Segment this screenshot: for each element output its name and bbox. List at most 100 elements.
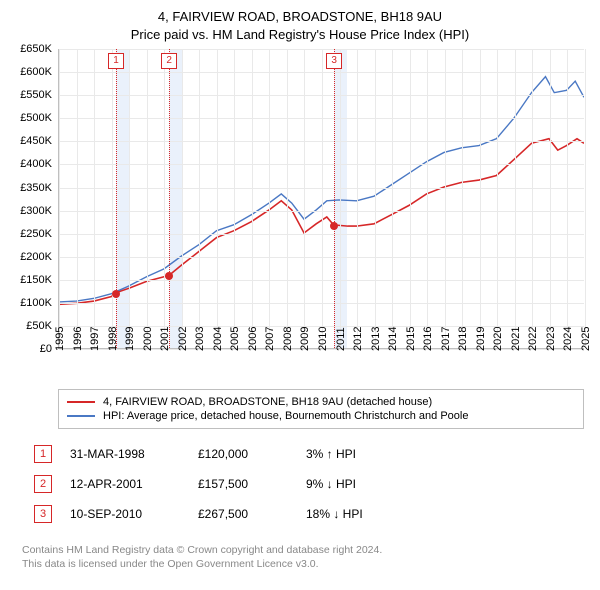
x-tick-label: 2023 (545, 327, 557, 351)
x-tick-label: 2024 (562, 327, 574, 351)
transaction-date: 10-SEP-2010 (70, 507, 180, 521)
x-tick-label: 2007 (264, 327, 276, 351)
x-tick-label: 2003 (194, 327, 206, 351)
y-tick-label: £600K (20, 66, 52, 78)
x-tick-label: 2014 (387, 327, 399, 351)
chart: £0£50K£100K£150K£200K£250K£300K£350K£400… (10, 49, 590, 349)
gridline-v (77, 49, 78, 348)
gridline-v (375, 49, 376, 348)
plot-area: 123 (58, 49, 584, 349)
y-tick-label: £350K (20, 182, 52, 194)
gridline-v (585, 49, 586, 348)
x-tick-label: 2022 (527, 327, 539, 351)
marker-number-box: 1 (108, 53, 124, 69)
y-tick-label: £0 (40, 343, 52, 355)
y-tick-label: £300K (20, 205, 52, 217)
x-tick-label: 2016 (422, 327, 434, 351)
x-tick-label: 1998 (107, 327, 119, 351)
gridline-v (269, 49, 270, 348)
x-tick-label: 2005 (229, 327, 241, 351)
transaction-price: £267,500 (198, 507, 288, 521)
x-tick-label: 2021 (510, 327, 522, 351)
x-tick-label: 2001 (159, 327, 171, 351)
y-tick-label: £100K (20, 297, 52, 309)
gridline-v (427, 49, 428, 348)
x-tick-label: 2025 (580, 327, 592, 351)
x-tick-label: 2008 (282, 327, 294, 351)
transaction-row: 3 10-SEP-2010 £267,500 18% ↓ HPI (34, 499, 584, 529)
x-tick-label: 1996 (72, 327, 84, 351)
transaction-point (330, 222, 338, 230)
x-tick-label: 1997 (89, 327, 101, 351)
footer: Contains HM Land Registry data © Crown c… (22, 543, 584, 571)
gridline-v (112, 49, 113, 348)
gridline-v (94, 49, 95, 348)
gridline-v (252, 49, 253, 348)
marker-line (116, 49, 117, 348)
x-tick-label: 2010 (317, 327, 329, 351)
gridline-v (340, 49, 341, 348)
title-block: 4, FAIRVIEW ROAD, BROADSTONE, BH18 9AU P… (10, 8, 590, 43)
gridline-v (357, 49, 358, 348)
gridline-v (182, 49, 183, 348)
transaction-price: £157,500 (198, 477, 288, 491)
marker-line (334, 49, 335, 348)
x-tick-label: 2018 (457, 327, 469, 351)
gridline-v (217, 49, 218, 348)
gridline-v (567, 49, 568, 348)
gridline-v (497, 49, 498, 348)
x-tick-label: 2002 (177, 327, 189, 351)
footer-line-2: This data is licensed under the Open Gov… (22, 557, 584, 571)
chart-container: 4, FAIRVIEW ROAD, BROADSTONE, BH18 9AU P… (0, 0, 600, 579)
title-line-1: 4, FAIRVIEW ROAD, BROADSTONE, BH18 9AU (10, 8, 590, 26)
x-tick-label: 2011 (335, 327, 347, 351)
gridline-v (515, 49, 516, 348)
transaction-date: 31-MAR-1998 (70, 447, 180, 461)
legend: 4, FAIRVIEW ROAD, BROADSTONE, BH18 9AU (… (58, 389, 584, 429)
x-tick-label: 2012 (352, 327, 364, 351)
x-tick-label: 2013 (370, 327, 382, 351)
x-tick-label: 2009 (299, 327, 311, 351)
gridline-v (199, 49, 200, 348)
transaction-date: 12-APR-2001 (70, 477, 180, 491)
y-tick-label: £250K (20, 228, 52, 240)
transaction-delta: 9% ↓ HPI (306, 477, 356, 491)
x-tick-label: 2019 (475, 327, 487, 351)
transactions-table: 131-MAR-1998£120,0003% ↑ HPI212-APR-2001… (34, 439, 584, 529)
gridline-v (322, 49, 323, 348)
y-tick-label: £450K (20, 135, 52, 147)
x-tick-label: 2000 (142, 327, 154, 351)
gridline-v (129, 49, 130, 348)
x-axis: 1995199619971998199920002001200220032004… (58, 349, 584, 383)
marker-line (169, 49, 170, 348)
y-tick-label: £400K (20, 158, 52, 170)
gridline-v (304, 49, 305, 348)
marker-number-box: 3 (326, 53, 342, 69)
transaction-delta: 18% ↓ HPI (306, 507, 363, 521)
gridline-v (480, 49, 481, 348)
gridline-v (550, 49, 551, 348)
transaction-point (112, 290, 120, 298)
gridline-v (462, 49, 463, 348)
legend-row: HPI: Average price, detached house, Bour… (67, 409, 575, 423)
gridline-v (164, 49, 165, 348)
transaction-number-box: 3 (34, 505, 52, 523)
legend-swatch (67, 401, 95, 403)
transaction-point (165, 272, 173, 280)
x-tick-label: 2006 (247, 327, 259, 351)
transaction-row: 2 12-APR-2001 £157,500 9% ↓ HPI (34, 469, 584, 499)
transaction-delta: 3% ↑ HPI (306, 447, 356, 461)
y-tick-label: £650K (20, 43, 52, 55)
y-axis: £0£50K£100K£150K£200K£250K£300K£350K£400… (10, 49, 54, 349)
y-tick-label: £50K (26, 320, 52, 332)
gridline-v (392, 49, 393, 348)
y-tick-label: £500K (20, 112, 52, 124)
gridline-v (532, 49, 533, 348)
gridline-v (287, 49, 288, 348)
transaction-number-box: 2 (34, 475, 52, 493)
gridline-v (234, 49, 235, 348)
legend-label: HPI: Average price, detached house, Bour… (103, 410, 468, 422)
x-tick-label: 2015 (405, 327, 417, 351)
legend-row: 4, FAIRVIEW ROAD, BROADSTONE, BH18 9AU (… (67, 395, 575, 409)
y-tick-label: £550K (20, 89, 52, 101)
